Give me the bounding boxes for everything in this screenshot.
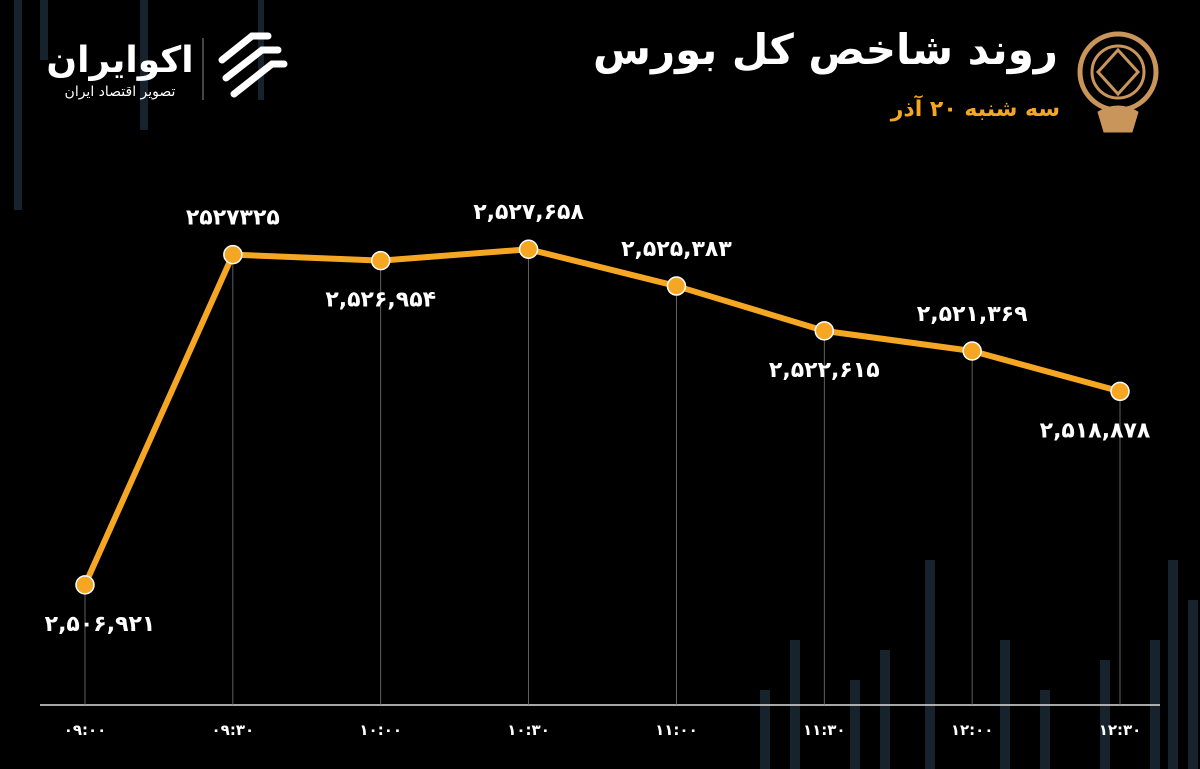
value-label: ۲,۵۰۶,۹۲۱: [45, 612, 156, 637]
data-point: [223, 244, 243, 265]
value-label: ۲,۵۲۶,۹۵۴: [325, 288, 436, 313]
x-tick-label: ۱۲:۰۰: [951, 721, 994, 739]
x-tick-label: ۱۰:۰۰: [359, 721, 402, 739]
x-tick-label: ۱۱:۰۰: [655, 721, 698, 739]
chart-title: روند شاخص کل بورس: [593, 25, 1058, 75]
value-label: ۲۵۲۷۳۲۵: [186, 206, 280, 231]
data-point: [1110, 381, 1130, 402]
value-label: ۲,۵۲۲,۶۱۵: [769, 358, 880, 383]
emblem: [1077, 31, 1159, 133]
data-point: [370, 250, 391, 271]
data-point: [666, 276, 687, 296]
data-point: [75, 575, 95, 595]
data-point: [518, 239, 539, 259]
data-point: [962, 341, 982, 361]
x-tick-label: ۱۰:۳۰: [507, 721, 550, 739]
x-tick-label: ۰۹:۳۰: [212, 721, 255, 739]
brand-name: اکوایران: [46, 40, 193, 81]
data-point: [814, 321, 835, 341]
data-line: [82, 246, 1121, 587]
value-label: ۲,۵۲۵,۳۸۳: [621, 237, 732, 262]
chart-subtitle: سه شنبه ۲۰ آذر: [890, 94, 1060, 122]
value-label: ۲,۵۲۷,۶۵۸: [473, 200, 584, 225]
value-label: ۲,۵۱۸,۸۷۸: [1040, 418, 1151, 443]
brand-logo: اکوایران تصویر اقتصاد ایران: [46, 32, 288, 100]
x-tick-label: ۱۱:۳۰: [803, 721, 846, 739]
value-label: ۲,۵۲۱,۳۶۹: [917, 302, 1028, 327]
brand-tagline: تصویر اقتصاد ایران: [65, 84, 176, 100]
x-tick-label: ۱۲:۳۰: [1099, 721, 1142, 739]
x-tick-label: ۰۹:۰۰: [64, 721, 107, 739]
